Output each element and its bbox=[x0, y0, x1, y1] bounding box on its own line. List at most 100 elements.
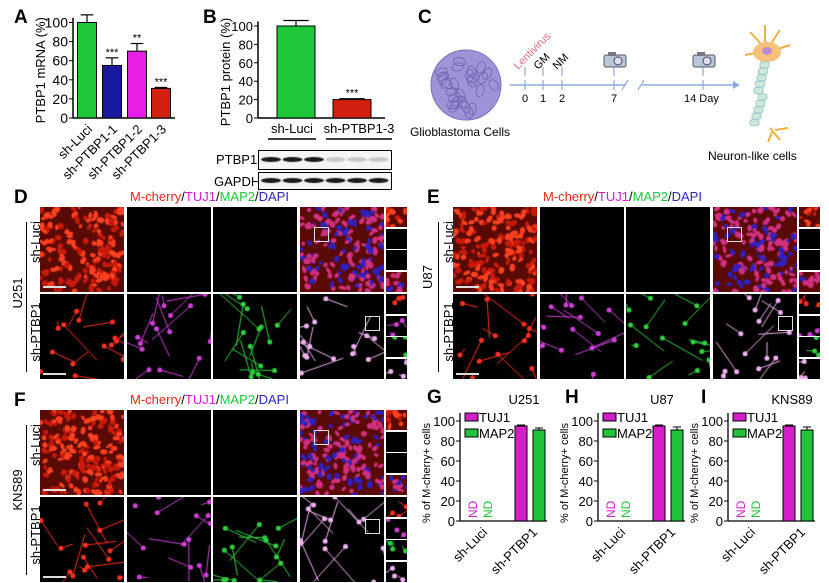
day-14: 14 Day bbox=[684, 93, 719, 105]
y-tick-label: 80 bbox=[52, 34, 68, 50]
y-tick-label: 60 bbox=[441, 454, 455, 469]
tuj1-label: TUJ1 bbox=[184, 189, 216, 204]
significance-label: ** bbox=[133, 33, 142, 45]
micrograph-merge-sh-ptbp1 bbox=[300, 294, 384, 379]
glioblastoma-cells-illustration bbox=[430, 49, 502, 121]
bar bbox=[782, 425, 796, 522]
y-tick-label: 40 bbox=[441, 474, 455, 489]
sep: / bbox=[181, 392, 185, 407]
inset-zoom bbox=[799, 358, 820, 379]
cell-outline bbox=[464, 106, 474, 119]
y-tick-label: 40 bbox=[709, 474, 723, 489]
significance-label: *** bbox=[346, 88, 360, 100]
myelin-segment bbox=[756, 74, 767, 82]
micrograph-mcherry-sh-luci bbox=[40, 207, 124, 292]
zoom-region-box bbox=[727, 227, 742, 242]
y-tick-label: 40 bbox=[52, 72, 68, 88]
inset-zoom bbox=[386, 207, 407, 227]
sep: / bbox=[668, 189, 672, 204]
cell-outline bbox=[465, 69, 474, 82]
inset-zoom bbox=[799, 271, 820, 292]
y-axis-label: PTBP1 protein (%) bbox=[218, 18, 233, 126]
zoom-region-box bbox=[314, 430, 329, 445]
legend-swatch bbox=[732, 412, 747, 422]
micrograph-tuj1-sh-luci bbox=[127, 410, 211, 495]
cell-line-label-kns89: KNS89 bbox=[10, 469, 25, 511]
sep: / bbox=[255, 189, 259, 204]
inset-zoom bbox=[386, 474, 407, 495]
cell-outline bbox=[477, 72, 489, 84]
day-2: 2 bbox=[559, 93, 566, 105]
cell-outline bbox=[467, 73, 479, 84]
significance-label: *** bbox=[106, 47, 120, 59]
micrograph-tuj1-sh-ptbp1 bbox=[127, 294, 211, 379]
micrograph-mcherry-sh-luci bbox=[453, 207, 537, 292]
y-tick-label: 80 bbox=[441, 434, 455, 449]
cell-outline bbox=[436, 71, 449, 82]
micrograph-map2-sh-ptbp1 bbox=[213, 497, 297, 582]
inset-zoom bbox=[386, 250, 407, 270]
micrograph-map2-sh-ptbp1 bbox=[213, 294, 297, 379]
dapi-label: DAPI bbox=[258, 189, 289, 204]
blot-gapdh bbox=[258, 172, 392, 190]
panel-letter-b: B bbox=[203, 7, 217, 28]
inset-zoom bbox=[799, 294, 820, 314]
glioblastoma-label: Glioblastoma Cells bbox=[410, 125, 511, 139]
y-tick-label: 80 bbox=[709, 434, 723, 449]
micrograph-mcherry-sh-luci bbox=[40, 410, 124, 495]
myelin-segment bbox=[753, 87, 764, 95]
legend-swatch bbox=[464, 428, 479, 438]
scale-bar bbox=[43, 576, 66, 578]
legend-swatch bbox=[602, 412, 617, 422]
myelin-segment bbox=[751, 112, 762, 120]
legend-label: MAP2 bbox=[747, 426, 782, 441]
scale-bar bbox=[456, 286, 479, 288]
legend-label: TUJ1 bbox=[479, 410, 510, 425]
divider bbox=[438, 222, 439, 372]
myelin-segment bbox=[753, 106, 764, 114]
x-tick-label: sh-Luci bbox=[271, 121, 313, 136]
y-tick-label: 80 bbox=[579, 434, 593, 449]
y-tick-label: 20 bbox=[239, 93, 253, 108]
micrograph-merge-sh-luci bbox=[300, 410, 384, 495]
micrograph-merge-sh-luci bbox=[713, 207, 797, 292]
inset-zoom bbox=[386, 315, 407, 336]
arrowhead-icon bbox=[733, 81, 740, 89]
nd-label: ND bbox=[734, 500, 748, 518]
sep: / bbox=[215, 392, 220, 407]
y-tick-label: 60 bbox=[52, 53, 68, 69]
micrograph-tuj1-sh-ptbp1 bbox=[540, 294, 624, 379]
y-tick-label: 100 bbox=[433, 414, 455, 429]
cell-outline bbox=[453, 57, 466, 67]
panel-letter-g: G bbox=[427, 387, 442, 408]
day-0: 0 bbox=[522, 93, 529, 105]
inset-zoom bbox=[386, 540, 407, 560]
y-tick-label: 0 bbox=[246, 111, 253, 126]
myelin-segment bbox=[755, 99, 766, 107]
legend-swatch bbox=[464, 412, 479, 422]
camera-icon bbox=[692, 52, 716, 68]
event-label-nm: NM bbox=[551, 52, 572, 73]
tuj1-label: TUJ1 bbox=[597, 189, 629, 204]
day-7: 7 bbox=[611, 93, 618, 105]
y-tick-label: 40 bbox=[579, 474, 593, 489]
stain-title-f: M-cherry/TUJ1/MAP2/DAPI bbox=[130, 393, 289, 406]
camera-icon bbox=[603, 52, 627, 68]
nd-label: ND bbox=[481, 500, 495, 518]
cell-outline bbox=[488, 79, 500, 91]
cell-outline bbox=[467, 102, 477, 116]
y-tick-label: 100 bbox=[571, 414, 593, 429]
y-tick-label: 60 bbox=[709, 454, 723, 469]
nd-label: ND bbox=[749, 500, 763, 518]
inset-zoom bbox=[386, 228, 407, 249]
blot-ptbp1 bbox=[258, 150, 392, 170]
chart-title: U251 bbox=[508, 392, 539, 407]
inset-zoom bbox=[386, 337, 407, 357]
chart-title: U87 bbox=[650, 392, 674, 407]
panel-letter-f: F bbox=[14, 390, 26, 411]
day-1: 1 bbox=[540, 93, 547, 105]
x-tick-label: sh-PTBP1 bbox=[756, 525, 809, 578]
sep: / bbox=[181, 189, 185, 204]
micrograph-tuj1-sh-luci bbox=[127, 207, 211, 292]
